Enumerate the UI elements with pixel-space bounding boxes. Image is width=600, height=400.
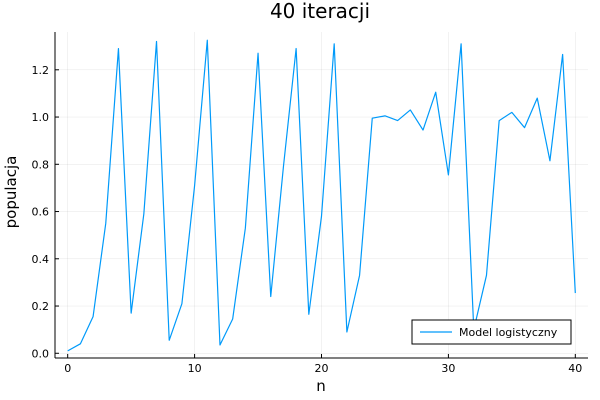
chart-title: 40 iteracji xyxy=(270,0,370,23)
y-tick-label: 0.6 xyxy=(32,206,50,219)
x-tick-label: 40 xyxy=(568,362,582,375)
y-axis-title: populacja xyxy=(2,156,20,229)
y-tick-label: 0.2 xyxy=(32,300,50,313)
y-tick-label: 1.0 xyxy=(32,111,50,124)
x-tick-label: 20 xyxy=(315,362,329,375)
y-tick-label: 1.2 xyxy=(32,64,50,77)
series-layer xyxy=(67,39,576,352)
legend-label: Model logistyczny xyxy=(459,326,558,339)
x-axis-title: n xyxy=(316,377,326,395)
x-tick-label: 0 xyxy=(64,362,71,375)
series-line xyxy=(67,39,576,352)
grid xyxy=(55,32,588,358)
y-tick-label: 0.4 xyxy=(32,253,50,266)
x-tick-label: 30 xyxy=(441,362,455,375)
x-tick-label: 10 xyxy=(188,362,202,375)
y-tick-label: 0.8 xyxy=(32,158,50,171)
ticks: 0 10 20 30 40 0.0 0.2 0.4 0.6 0.8 1.0 1.2 xyxy=(32,64,583,375)
y-tick-label: 0.0 xyxy=(32,347,50,360)
legend: Model logistyczny xyxy=(411,319,572,345)
